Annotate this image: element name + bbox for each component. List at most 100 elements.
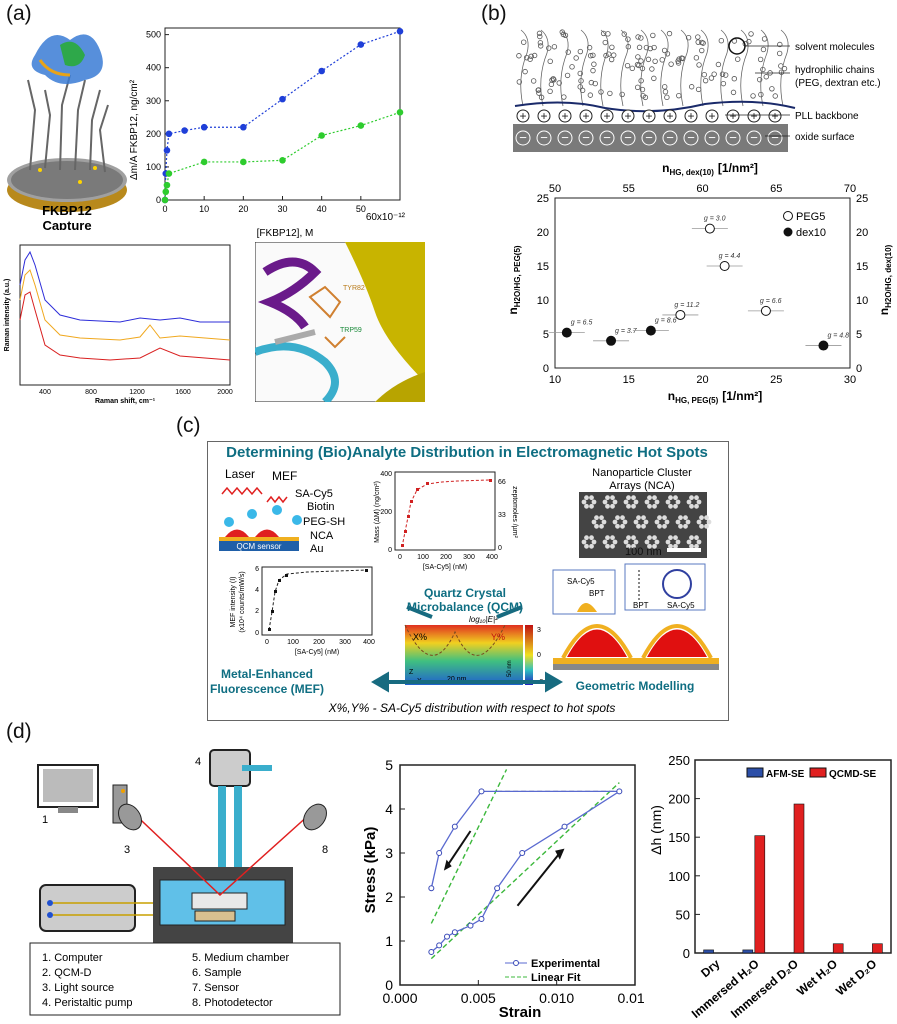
solvent-molecule xyxy=(577,70,583,77)
bar-afm xyxy=(742,949,754,954)
minus-sign: − xyxy=(561,130,569,145)
raman-xtick: 400 xyxy=(39,389,51,396)
nanoparticle xyxy=(589,495,594,501)
data-point xyxy=(606,335,617,346)
legend-label: QCMD-SE xyxy=(829,769,877,780)
legend-item: 5. Medium chamber xyxy=(192,952,290,964)
data-point xyxy=(519,850,526,856)
data-point xyxy=(318,132,325,139)
x-tick-label: 25 xyxy=(770,374,782,386)
nanoparticle xyxy=(641,515,646,521)
mef-ylabel: MEF intensity (I) xyxy=(230,577,237,628)
solvent-molecule xyxy=(776,50,783,57)
data-point xyxy=(561,327,572,338)
docking-structure-image: TYR82 TRP59 xyxy=(255,242,425,402)
x-tick-label: 20 xyxy=(696,374,708,386)
solvent-molecule xyxy=(634,62,641,68)
y-tick-label: 200 xyxy=(146,129,161,139)
c-label-nca: NCA xyxy=(310,530,334,542)
legend-swatch xyxy=(746,767,764,778)
nca-title-1: Nanoparticle Cluster xyxy=(592,467,692,479)
solvent-molecule xyxy=(649,66,655,72)
c-label-au: Au xyxy=(310,543,323,555)
schematic-label: hydrophilic chains xyxy=(795,65,875,76)
plus-charge xyxy=(768,109,782,123)
solvent-molecule xyxy=(609,44,615,50)
qcm-xtick: 100 xyxy=(417,554,429,561)
minus-charge xyxy=(746,130,762,146)
nanoparticle xyxy=(623,539,629,545)
solvent-molecule xyxy=(645,56,652,63)
y-tick-label: 400 xyxy=(146,63,161,73)
raman-ylabel: Raman intensity (a.u.) xyxy=(4,279,11,352)
nca-scale: 100 nm xyxy=(625,546,662,558)
data-point xyxy=(451,929,458,936)
nanoparticle xyxy=(657,523,662,529)
data-point xyxy=(561,823,568,830)
mef-ylabel-2: (x10⁴ counts/mW/s) xyxy=(239,571,246,632)
y2-tick-label: 10 xyxy=(856,295,868,307)
fkbp12-capture-illustration: FKBP12 Capture xyxy=(7,34,127,230)
c-label-laser: Laser xyxy=(225,467,255,481)
nanoparticle xyxy=(647,535,652,541)
solvent-molecule xyxy=(636,44,643,51)
y2-tick-label: 25 xyxy=(856,193,868,205)
solvent-molecule xyxy=(516,53,522,59)
solvent-molecule xyxy=(688,84,695,90)
solvent-molecule xyxy=(587,92,594,98)
data-point xyxy=(163,147,171,154)
plus-sign: + xyxy=(645,109,652,123)
legend-label: PEG5 xyxy=(796,211,825,223)
qcm-mini-plot: 0 200 400 66 33 0 0 100 200 300 400 [SA-Cy5] (nM… xyxy=(374,471,518,571)
data-point xyxy=(478,916,485,922)
legend-label: AFM-SE xyxy=(766,769,805,780)
x-tick-label: 20 xyxy=(238,204,248,214)
bar-qcmd xyxy=(793,803,805,954)
residue-label: TYR82 xyxy=(343,285,365,292)
solvent-molecule xyxy=(592,80,598,87)
nanoparticle xyxy=(594,523,599,529)
mef-xtick: 200 xyxy=(313,639,325,646)
data-point xyxy=(181,127,188,134)
x-tick-label: 0.005 xyxy=(461,990,496,1006)
nanoparticle xyxy=(581,539,587,545)
nanoparticle xyxy=(602,539,608,545)
legend-label: Experimental xyxy=(531,958,600,970)
solvent-molecule xyxy=(769,86,775,92)
x-tick-label: 10 xyxy=(199,204,209,214)
solvent-molecule xyxy=(586,44,593,51)
y-tick-label: 0 xyxy=(683,946,690,961)
qcm-xlabel: [SA-Cy5] (nM) xyxy=(423,564,467,571)
nanoparticle xyxy=(665,539,671,545)
nanoparticle xyxy=(633,539,639,545)
minus-charge xyxy=(767,130,783,146)
nanoparticle xyxy=(605,495,610,501)
polymer-chain xyxy=(780,29,789,107)
data-label: g = 3.7 xyxy=(615,328,638,335)
bar-qcmd xyxy=(832,943,844,954)
solvent-molecule xyxy=(522,68,528,75)
solvent-molecule xyxy=(531,52,538,59)
qcm-xtick: 400 xyxy=(486,554,498,561)
nanoparticle xyxy=(704,515,709,521)
data-point xyxy=(161,196,169,204)
y-tick-label: 3 xyxy=(385,845,393,861)
solvent-molecule xyxy=(685,34,692,41)
data-point xyxy=(436,942,443,949)
minus-sign: − xyxy=(771,130,779,145)
solvent-molecule xyxy=(638,58,644,64)
x-tick-label: 15 xyxy=(623,374,635,386)
c-label-qcm-sensor: QCM sensor xyxy=(237,542,282,551)
nanoparticle xyxy=(589,543,594,549)
solvent-molecule xyxy=(634,84,641,91)
field-colorbar-label: log₁₀|E|² xyxy=(469,615,498,624)
solvent-molecule xyxy=(561,94,567,100)
data-point xyxy=(396,109,404,116)
solvent-molecule xyxy=(603,52,609,59)
nanoparticle xyxy=(668,535,673,541)
plus-sign: + xyxy=(540,109,547,123)
solvent-molecule xyxy=(621,31,627,37)
nanoparticle xyxy=(696,519,702,525)
solvent-molecule xyxy=(642,94,649,101)
polymer-chain xyxy=(520,29,529,107)
